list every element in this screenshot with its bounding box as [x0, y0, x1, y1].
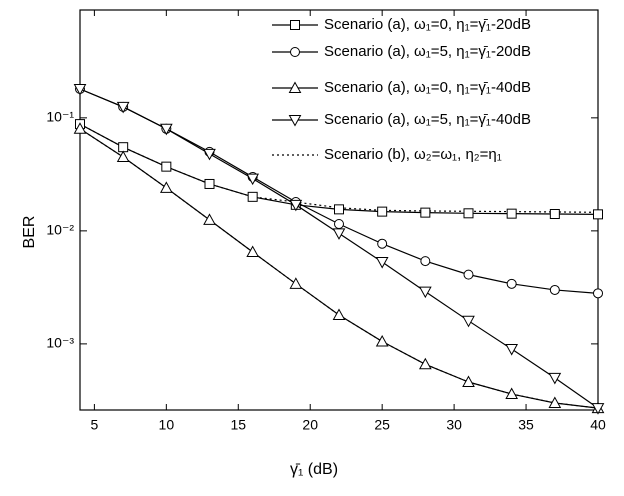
- x-tick-label: 10: [159, 417, 175, 433]
- marker: [204, 178, 215, 189]
- marker: [505, 344, 519, 356]
- marker: [375, 257, 389, 269]
- legend-label: Scenario (a), ω₁=5, η₁=γ̄₁-40dB: [324, 111, 531, 128]
- marker: [159, 181, 173, 193]
- marker: [462, 375, 475, 387]
- y-axis-label: BER: [21, 216, 38, 249]
- marker: [418, 286, 432, 299]
- x-tick-label: 30: [446, 417, 462, 433]
- marker: [463, 208, 474, 219]
- marker: [420, 256, 431, 267]
- marker: [334, 204, 344, 215]
- line: [79, 88, 599, 409]
- marker: [288, 115, 302, 127]
- x-tick-label: 35: [518, 417, 534, 433]
- marker: [73, 122, 87, 134]
- x-axis-label: γ̄₁ (dB): [290, 461, 338, 478]
- marker: [377, 238, 388, 249]
- marker: [462, 315, 475, 328]
- marker: [591, 403, 605, 415]
- y-tick-label: 10⁻¹: [46, 109, 74, 125]
- marker: [375, 334, 389, 347]
- marker: [246, 173, 260, 186]
- marker: [548, 372, 562, 385]
- marker: [246, 245, 260, 258]
- x-tick-label: 20: [302, 417, 318, 433]
- line: [79, 123, 599, 215]
- marker: [73, 83, 87, 96]
- marker: [247, 191, 258, 202]
- marker: [593, 209, 603, 220]
- marker: [418, 357, 432, 370]
- marker: [289, 277, 303, 289]
- marker: [334, 219, 344, 230]
- marker: [116, 150, 130, 163]
- marker: [159, 123, 173, 136]
- legend-label: Scenario (a), ω₁=0, η₁=γ̄₁-20dB: [324, 16, 531, 33]
- legend-label: Scenario (a), ω₁=0, η₁=γ̄₁-40dB: [324, 79, 531, 96]
- line: [79, 123, 599, 213]
- marker: [377, 206, 388, 217]
- x-tick-label: 15: [230, 417, 246, 433]
- y-tick-label: 10⁻²: [46, 222, 74, 238]
- line: [79, 128, 599, 409]
- marker: [118, 142, 129, 153]
- marker: [549, 208, 560, 219]
- marker: [289, 199, 303, 212]
- marker: [288, 81, 302, 93]
- marker: [548, 396, 562, 408]
- legend-label: Scenario (b), ω₂=ω₁, η₂=η₁: [324, 146, 502, 163]
- marker: [593, 288, 603, 299]
- x-tick-label: 5: [90, 417, 98, 433]
- y-tick-label: 10⁻³: [46, 335, 74, 351]
- marker: [290, 20, 300, 30]
- marker: [203, 148, 216, 161]
- marker: [506, 278, 517, 289]
- legend-label: Scenario (a), ω₁=5, η₁=γ̄₁-20dB: [324, 43, 531, 60]
- marker: [420, 207, 431, 218]
- marker: [332, 228, 346, 240]
- x-tick-label: 25: [374, 417, 390, 433]
- marker: [505, 387, 519, 400]
- marker: [116, 101, 130, 114]
- marker: [290, 47, 300, 57]
- line: [79, 128, 599, 409]
- x-tick-label: 40: [590, 417, 606, 433]
- marker: [463, 269, 474, 280]
- marker: [161, 161, 172, 172]
- marker: [203, 213, 216, 225]
- marker: [549, 284, 560, 295]
- marker: [506, 208, 517, 219]
- marker: [332, 308, 346, 321]
